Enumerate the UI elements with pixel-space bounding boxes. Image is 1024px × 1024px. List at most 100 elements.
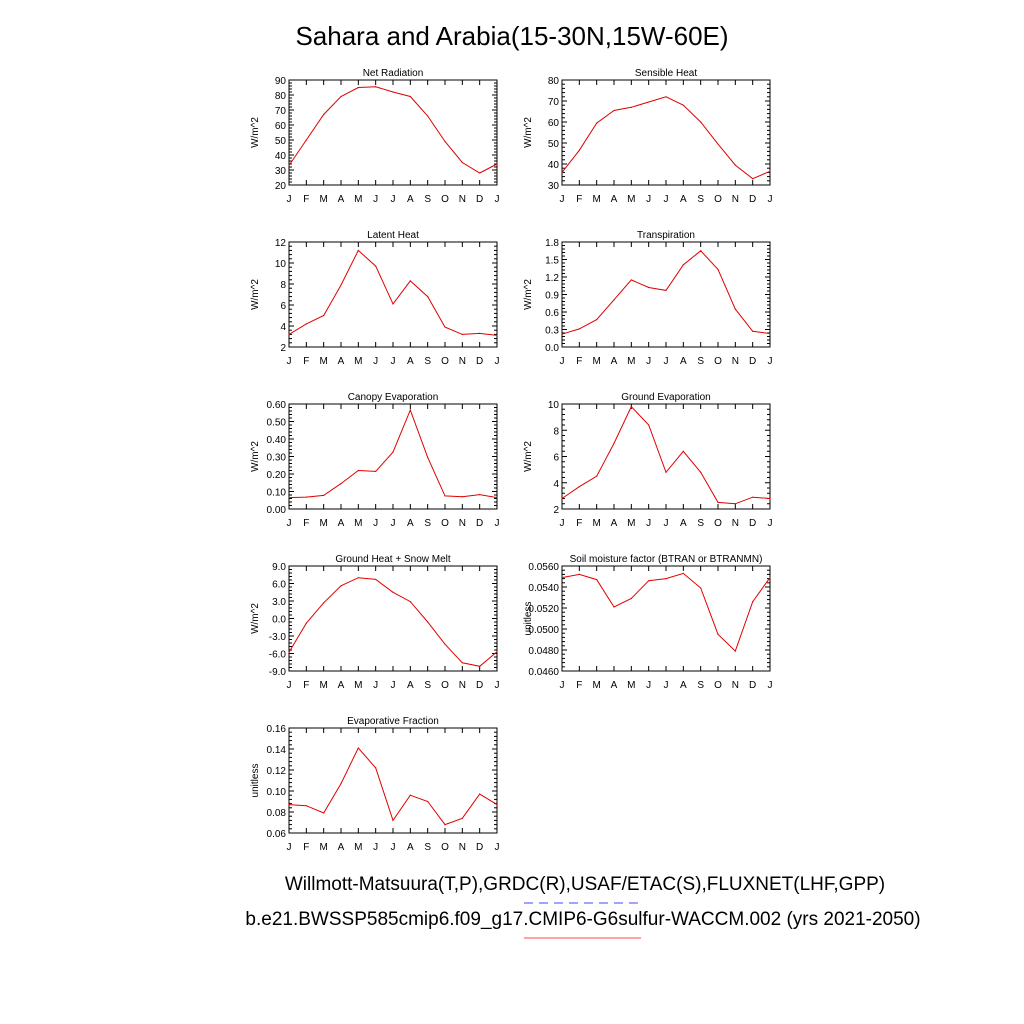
data-point [427, 800, 429, 803]
x-tick-label: F [303, 194, 309, 205]
x-tick-label: A [407, 842, 414, 853]
y-tick-label: 2 [280, 343, 286, 354]
data-point [734, 308, 736, 310]
x-tick-label: O [714, 518, 722, 529]
panel-title: Evaporative Fraction [347, 716, 439, 727]
x-tick-label: M [354, 194, 362, 205]
data-point [578, 149, 580, 151]
data-point [665, 471, 667, 473]
x-tick-label: M [354, 842, 362, 853]
data-point [392, 91, 394, 93]
data-point [409, 600, 411, 603]
y-tick-label: 50 [548, 139, 560, 150]
y-tick-label: 0.10 [267, 787, 287, 798]
y-tick-label: 20 [275, 181, 287, 192]
x-tick-label: M [627, 680, 635, 691]
y-tick-label: 0.0520 [528, 604, 559, 615]
y-tick-label: -6.0 [269, 650, 287, 661]
data-point [496, 163, 498, 165]
x-tick-label: J [646, 680, 651, 691]
data-point [409, 794, 411, 796]
data-point [479, 332, 481, 334]
data-point [288, 804, 290, 806]
x-tick-label: S [424, 842, 431, 853]
y-tick-label: 8 [280, 280, 286, 291]
data-point [409, 95, 411, 98]
x-tick-label: S [424, 680, 431, 691]
y-tick-label: 0.20 [267, 470, 287, 481]
data-point [461, 161, 463, 164]
x-tick-label: F [576, 680, 582, 691]
data-point [288, 333, 290, 335]
data-point [323, 314, 325, 317]
data-point [682, 450, 684, 452]
data-point [479, 494, 481, 496]
x-tick-label: J [287, 842, 292, 853]
x-tick-label: J [373, 518, 378, 529]
x-tick-label: M [319, 518, 327, 529]
x-tick-label: S [424, 356, 431, 367]
x-tick-label: S [697, 518, 704, 529]
x-tick-label: M [319, 194, 327, 205]
y-tick-label: 0.0480 [528, 646, 559, 657]
x-tick-label: N [459, 842, 466, 853]
data-point [444, 326, 446, 328]
x-tick-label: J [560, 194, 565, 205]
data-point [578, 573, 580, 576]
data-point [305, 496, 307, 498]
x-tick-label: S [697, 356, 704, 367]
data-point [444, 824, 446, 826]
x-tick-label: J [768, 194, 773, 205]
x-tick-label: N [459, 356, 466, 367]
y-tick-label: 60 [275, 121, 287, 132]
data-point [444, 495, 446, 497]
data-point [392, 819, 394, 822]
data-point [648, 101, 650, 103]
x-tick-label: M [592, 356, 600, 367]
panel-title: Canopy Evaporation [348, 392, 439, 403]
x-tick-label: M [627, 518, 635, 529]
data-point [561, 497, 563, 500]
panel-title: Transpiration [637, 230, 695, 241]
x-tick-label: J [768, 518, 773, 529]
y-axis-label: W/m^2 [523, 117, 534, 148]
page-title: Sahara and Arabia(15-30N,15W-60E) [295, 21, 728, 51]
data-point [717, 143, 719, 145]
y-tick-label: 9.0 [272, 562, 286, 573]
x-tick-label: O [441, 518, 449, 529]
y-tick-label: 6.0 [272, 580, 286, 591]
x-tick-label: D [476, 518, 483, 529]
data-point [427, 115, 429, 117]
x-tick-label: M [592, 194, 600, 205]
x-tick-label: M [319, 356, 327, 367]
data-point [375, 265, 377, 267]
x-tick-label: A [680, 680, 687, 691]
data-point [596, 475, 598, 477]
y-axis-label: W/m^2 [250, 279, 261, 310]
y-tick-label: 0.0540 [528, 583, 559, 594]
x-tick-label: M [592, 680, 600, 691]
data-point [596, 579, 598, 581]
x-tick-label: J [664, 680, 669, 691]
data-point [409, 409, 411, 411]
x-tick-label: J [391, 842, 396, 853]
y-tick-label: 1.8 [545, 238, 559, 249]
data-point [561, 333, 563, 335]
x-tick-label: A [338, 518, 345, 529]
data-point [700, 471, 702, 473]
x-tick-label: J [560, 356, 565, 367]
y-tick-label: 0.00 [267, 505, 287, 516]
data-point [357, 747, 359, 749]
y-axis-label: W/m^2 [523, 441, 534, 472]
data-point [357, 86, 359, 89]
x-tick-label: O [441, 356, 449, 367]
data-point [305, 622, 307, 624]
data-point [752, 496, 754, 498]
plot-frame [288, 403, 498, 510]
data-point [769, 170, 771, 172]
x-tick-label: N [459, 194, 466, 205]
series-line [288, 577, 498, 667]
plot-frame [561, 241, 771, 348]
